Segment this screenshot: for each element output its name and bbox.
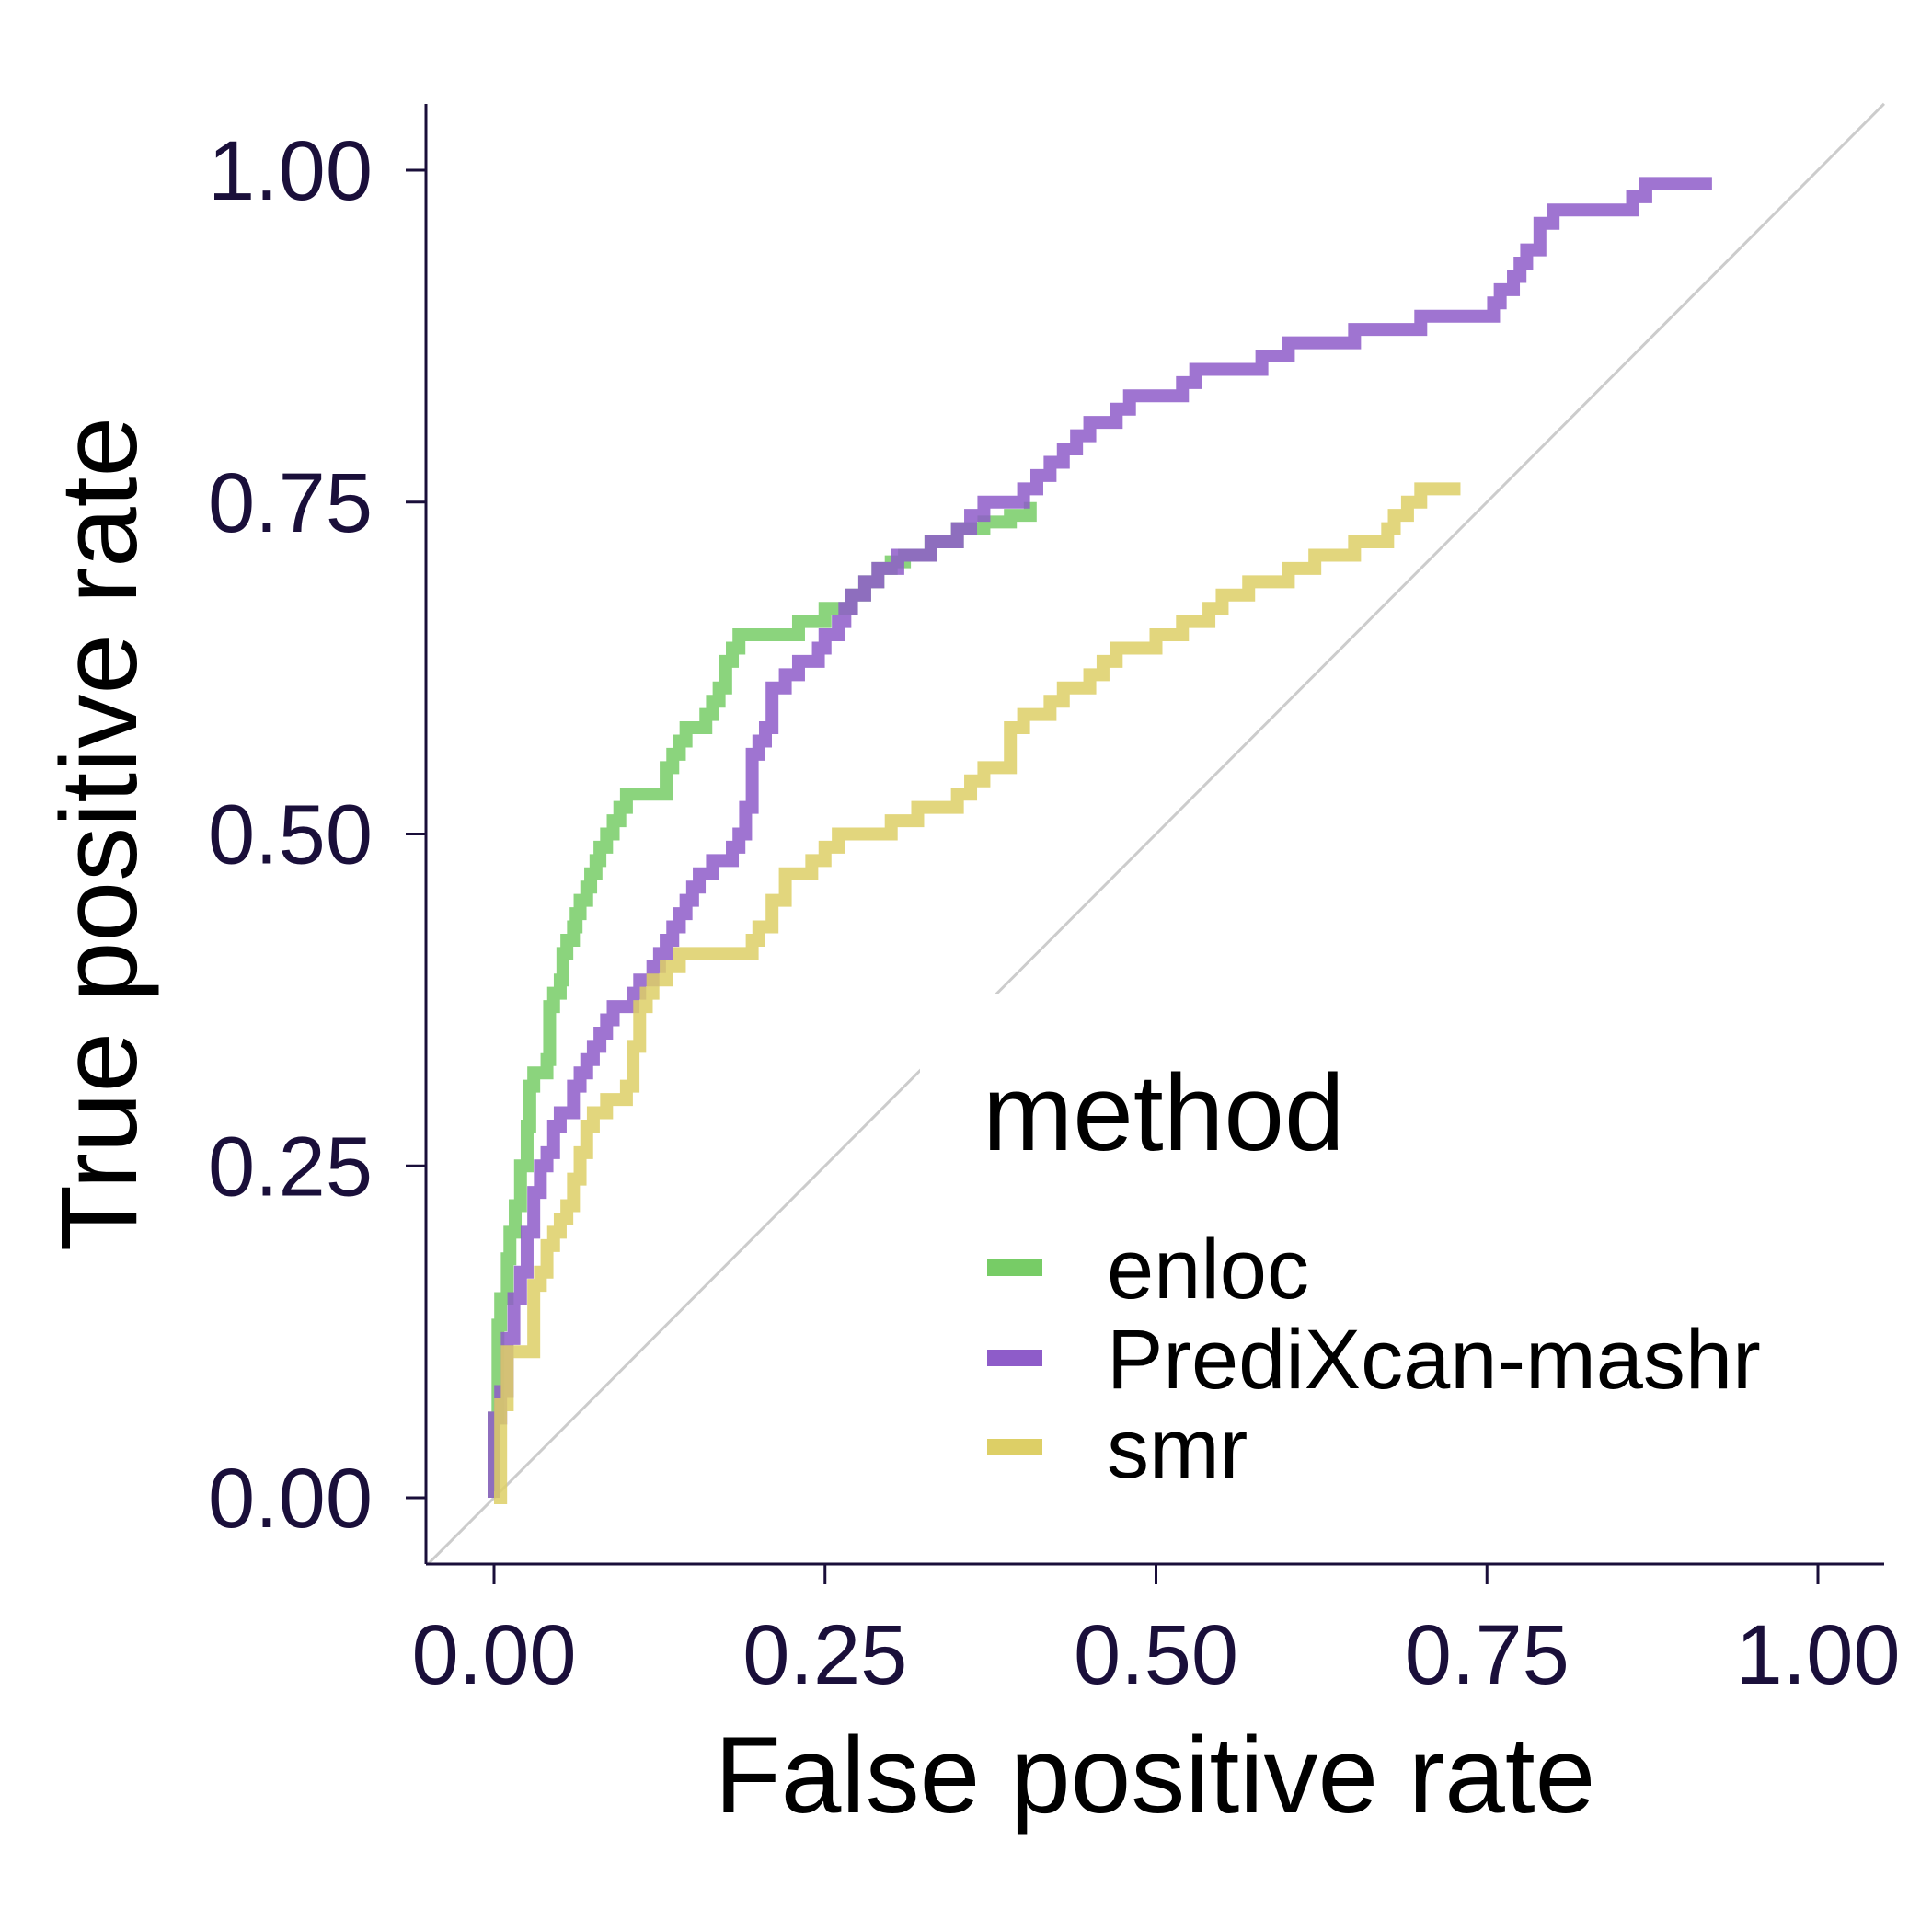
y-axis-title: True positive rate: [39, 417, 160, 1251]
legend-title: method: [983, 1052, 1345, 1174]
series-layer: [488, 177, 1712, 1504]
legend-label: PrediXcan-mashr: [1107, 1313, 1761, 1407]
x-tick-label: 0.25: [742, 1608, 907, 1702]
x-tick-label: 0.75: [1405, 1608, 1570, 1702]
legend-label: smr: [1107, 1402, 1248, 1496]
y-axis-ticks: 0.00 0.25 0.50 0.75 1.00: [208, 124, 426, 1546]
legend-background: [920, 994, 1849, 1509]
y-tick-label: 0.00: [208, 1452, 373, 1546]
y-tick-label: 0.50: [208, 788, 373, 882]
plot-area: [426, 102, 1886, 1566]
y-tick-label: 0.25: [208, 1120, 373, 1213]
x-tick-label: 0.00: [411, 1608, 576, 1702]
x-axis-title: False positive rate: [715, 1715, 1596, 1836]
y-tick-label: 1.00: [208, 124, 373, 218]
series-line-predixcan-mashr: [488, 177, 1712, 1498]
x-tick-label: 1.00: [1735, 1608, 1900, 1702]
legend-label: enloc: [1107, 1223, 1309, 1317]
reference-diagonal-line: [426, 102, 1886, 1566]
y-tick-label: 0.75: [208, 456, 373, 550]
series-line-smr: [494, 482, 1461, 1504]
x-tick-label: 0.50: [1074, 1608, 1238, 1702]
x-axis-ticks: 0.00 0.25 0.50 0.75 1.00: [411, 1564, 1901, 1702]
